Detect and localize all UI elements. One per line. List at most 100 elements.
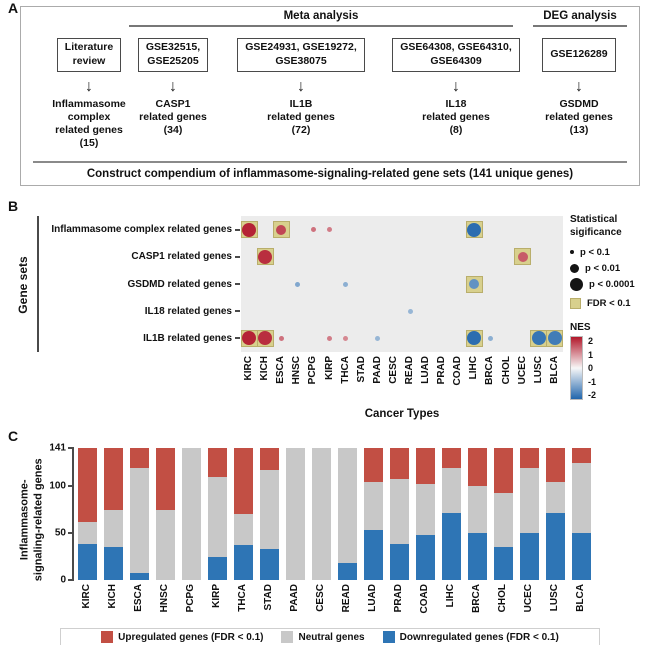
gene-set-row-label: GSDMD related genes: [42, 270, 240, 297]
bar-segment: [363, 481, 383, 531]
bar-segment: [207, 477, 227, 557]
source-box: Literature review: [56, 38, 122, 72]
nes-dot: [310, 227, 316, 233]
stacked-bar: [311, 448, 331, 580]
bar-segment: [181, 448, 201, 580]
y-tick-mark: [68, 447, 72, 449]
cancer-type-label: COAD: [419, 584, 430, 614]
nes-dot: [531, 331, 546, 346]
down-arrow-icon: ↓: [169, 78, 177, 95]
dotplot-row-labels: Inflammasome complex related genes CASP1 …: [42, 216, 240, 352]
bar-segment: [493, 547, 513, 580]
fdr-swatch: [570, 297, 581, 309]
down-arrow-icon: ↓: [452, 78, 460, 95]
size-legend-item: p < 0.1: [570, 244, 644, 260]
cancer-type-label: KICH: [259, 356, 271, 381]
bar-segment: [519, 533, 539, 580]
gene-set-row-label: CASP1 related genes: [42, 243, 240, 270]
nes-dot: [547, 331, 562, 346]
meta-analysis-header: Meta analysis: [129, 10, 513, 27]
legend-swatch: [281, 631, 294, 643]
nes-dot: [278, 335, 284, 341]
y-tick-mark: [68, 579, 72, 581]
size-legend-dot: [570, 277, 583, 291]
nes-tick: -2: [588, 390, 597, 400]
cancer-type-label: KIRC: [243, 356, 255, 381]
cancer-type-label: KICH: [107, 584, 118, 609]
panel-b-dotplot: Gene sets Inflammasome complex related g…: [0, 196, 646, 428]
cancer-type-label: LUSC: [532, 356, 544, 384]
dotplot-legend: Statistical sigificance p < 0.1 p < 0.01 p…: [570, 214, 644, 400]
cancer-type-label: UCEC: [523, 584, 534, 613]
nes-dot: [242, 222, 257, 237]
stacked-bar: [77, 448, 97, 580]
flow-column-il1b: GSE24931, GSE19272, GSE38075 ↓ IL1B rela…: [226, 38, 376, 137]
bar-segment: [519, 448, 539, 468]
cancer-type-label: KIRP: [323, 356, 335, 380]
bar-segment: [363, 448, 383, 482]
size-legend-items: p < 0.1 p < 0.01 p < 0.0001: [570, 244, 644, 292]
cancer-type-label: PCPG: [307, 356, 319, 385]
legend-swatch: [382, 631, 395, 643]
flow-column-literature: Literature review ↓ Inflammasome complex…: [36, 38, 142, 151]
stacked-bar: [155, 448, 175, 580]
nes-dot: [467, 222, 482, 237]
cancer-type-label: PRAD: [393, 584, 404, 613]
nes-dot: [517, 251, 528, 262]
gene-set-result: CASP1 related genes (34): [139, 98, 207, 137]
stacked-bar: [571, 448, 591, 580]
flow-column-casp1: GSE32515, GSE25205 ↓ CASP1 related genes…: [126, 38, 220, 137]
nes-dot: [327, 335, 333, 341]
cancer-type-label: BLCA: [548, 356, 560, 384]
dotplot-area: [240, 216, 564, 352]
bar-segment: [337, 563, 357, 580]
y-tick-label: 50: [54, 527, 66, 539]
y-tick-label: 0: [60, 574, 66, 586]
bar-segment: [155, 448, 175, 510]
bar-segment: [571, 533, 591, 580]
barchart-x-labels: KIRC KICH ESCA HNSC PCPG KIRP THCA STAD PAAD CESC…: [74, 584, 594, 626]
compendium-footer: Construct compendium of inflammasome-sig…: [33, 161, 627, 180]
cancer-type-label: STAD: [355, 356, 367, 383]
bar-segment: [285, 448, 305, 580]
bar-segment: [363, 530, 383, 580]
nes-tick: 1: [588, 349, 594, 360]
bar-segment: [103, 448, 123, 510]
panel-a-flowchart: Meta analysis DEG analysis Literature re…: [20, 6, 640, 186]
stacked-bar: [389, 448, 409, 580]
nes-dot: [469, 279, 480, 289]
gene-set-result: IL1B related genes (72): [267, 98, 335, 137]
gene-set-row-label: Inflammasome complex related genes: [42, 216, 240, 243]
cancer-type-label: CHOL: [497, 584, 508, 613]
nes-gradient-bar: [570, 336, 583, 400]
bar-segment: [103, 509, 123, 548]
nes-dot: [343, 335, 349, 341]
nes-tick-labels: 2 1 0 -1 -2: [588, 336, 596, 400]
y-tick-mark: [68, 485, 72, 488]
cancer-type-label: ESCA: [275, 356, 287, 384]
size-legend-dot: [570, 250, 574, 254]
nes-tick: -1: [588, 376, 597, 387]
legend-item: Upregulated genes (FDR < 0.1): [101, 631, 263, 643]
nes-tick: 0: [588, 363, 594, 373]
flow-column-gsdmd: GSE126289 ↓ GSDMD related genes (13): [529, 38, 629, 137]
bar-segment: [467, 533, 487, 580]
cancer-type-label: PAAD: [289, 584, 300, 612]
cancer-type-label: CHOL: [500, 356, 512, 385]
nes-dot: [242, 331, 257, 346]
dotplot-x-labels: KIRC KICH ESCA HNSC PCPG KIRP THCA STAD PAAD CESC…: [241, 356, 563, 406]
gene-set-result: Inflammasome complex related genes (15): [52, 98, 126, 150]
source-box: GSE64308, GSE64310, GSE64309: [392, 38, 520, 72]
nes-dot: [294, 281, 300, 287]
stacked-bar: [467, 448, 487, 580]
gene-set-row-label: IL1B related genes: [42, 325, 240, 352]
nes-dot: [258, 249, 273, 264]
legend-item: Neutral genes: [281, 631, 365, 643]
nes-tick: 2: [588, 336, 594, 346]
y-axis-title: Gene sets: [16, 256, 30, 314]
cancer-type-label: KIRP: [211, 584, 222, 608]
size-legend-item: p < 0.01: [570, 260, 644, 276]
bar-segment: [233, 545, 253, 580]
nes-legend-title: NES: [570, 322, 591, 333]
